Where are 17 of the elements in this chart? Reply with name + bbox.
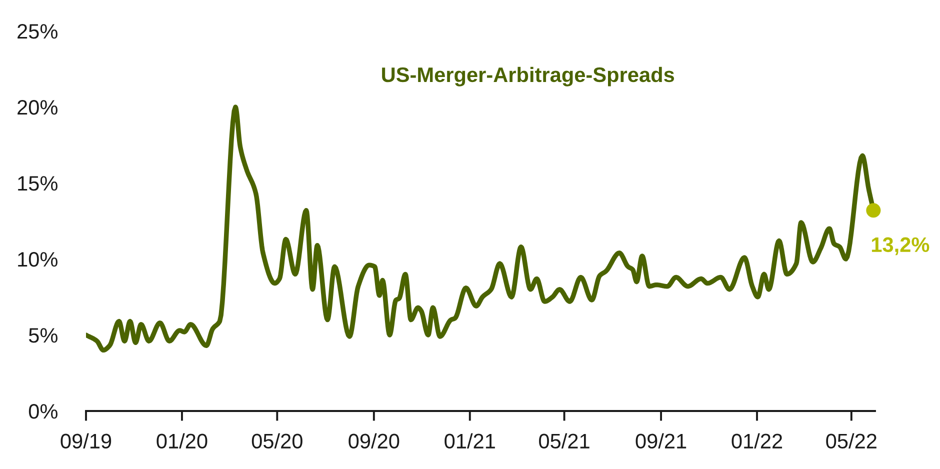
x-tick-label: 05/20 bbox=[252, 433, 302, 449]
y-tick-label: 5% bbox=[28, 328, 58, 343]
data-label: 13,2% bbox=[872, 237, 930, 256]
y-tick-label: 15% bbox=[18, 176, 58, 191]
x-tick-label: 09/19 bbox=[60, 433, 112, 449]
x-tick-label: 01/21 bbox=[444, 433, 495, 449]
text: US-Merger-Arbitrage-Spreads bbox=[382, 66, 674, 86]
y-tick-label: 20% bbox=[18, 100, 58, 115]
y-tick-label: 10% bbox=[18, 252, 58, 267]
x-tick-label: 05/22 bbox=[826, 433, 876, 449]
x-tick-label: 09/20 bbox=[348, 433, 400, 449]
x-tick-label: 01/22 bbox=[732, 433, 782, 449]
y-tick-label: 0% bbox=[28, 404, 58, 419]
y-tick-label: 25% bbox=[18, 24, 58, 39]
x-tick-label: 05/21 bbox=[539, 433, 590, 449]
x-tick-label: 01/20 bbox=[156, 433, 208, 449]
x-tick-label: 09/21 bbox=[636, 433, 686, 449]
